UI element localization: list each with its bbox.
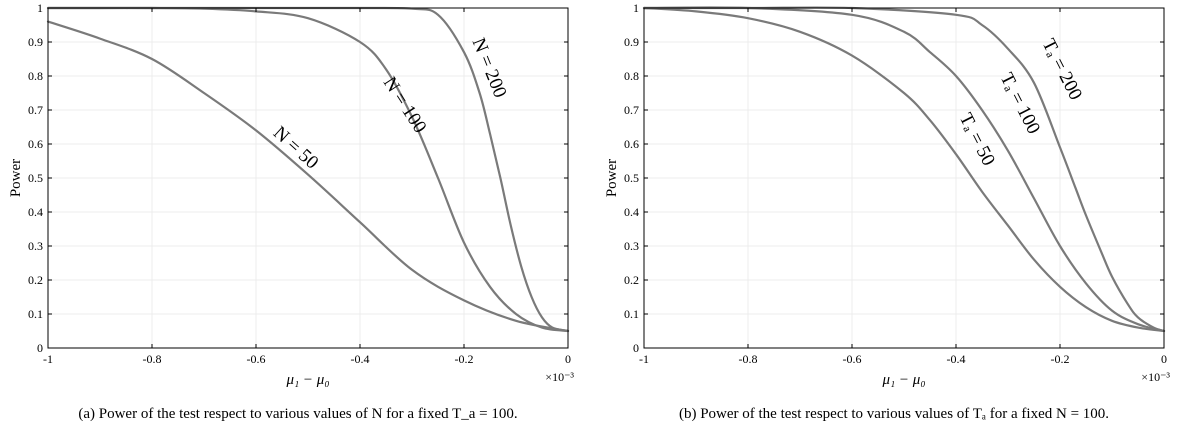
y-tick-label: 1 bbox=[37, 1, 43, 15]
series-line-1 bbox=[642, 6, 1166, 333]
series-label-2: N = 100 bbox=[379, 73, 431, 137]
x-tick-label: -0.8 bbox=[739, 352, 758, 366]
figure-caption: (b) Power of the test respect to various… bbox=[679, 406, 1109, 422]
y-tick-label: 0.7 bbox=[28, 103, 43, 117]
x-tick-label: -0.2 bbox=[1051, 352, 1070, 366]
y-tick-label: 0.8 bbox=[28, 69, 43, 83]
y-tick-label: 0.9 bbox=[28, 35, 43, 49]
y-tick-label: 0.5 bbox=[624, 171, 639, 185]
x-tick-label: -0.4 bbox=[947, 352, 966, 366]
x-tick-label: -0.8 bbox=[143, 352, 162, 366]
x-tick-label: -0.4 bbox=[351, 352, 370, 366]
y-tick-label: 0.2 bbox=[28, 273, 43, 287]
y-tick-label: 0.6 bbox=[624, 137, 639, 151]
x-axis-label: μ₁ − μ₀ bbox=[285, 372, 329, 388]
y-tick-label: 0.3 bbox=[624, 239, 639, 253]
series-line-2 bbox=[642, 6, 1166, 333]
x-tick-label: -1 bbox=[639, 352, 649, 366]
x-tick-label: -0.6 bbox=[843, 352, 862, 366]
x-tick-label: 0 bbox=[1161, 352, 1167, 366]
y-tick-label: 0.4 bbox=[28, 205, 43, 219]
x-axis-label: μ₁ − μ₀ bbox=[881, 372, 925, 388]
y-tick-label: 1 bbox=[633, 1, 639, 15]
y-tick-label: 0 bbox=[633, 341, 639, 355]
x-tick-label: -0.2 bbox=[455, 352, 474, 366]
y-tick-label: 0.2 bbox=[624, 273, 639, 287]
y-tick-label: 0.5 bbox=[28, 171, 43, 185]
y-tick-label: 0.3 bbox=[28, 239, 43, 253]
x-tick-label: -1 bbox=[43, 352, 53, 366]
x-tick-label: 0 bbox=[565, 352, 571, 366]
y-tick-label: 0.9 bbox=[624, 35, 639, 49]
y-tick-label: 0.4 bbox=[624, 205, 639, 219]
y-tick-label: 0.1 bbox=[624, 307, 639, 321]
series-label-2: Tₐ = 100 bbox=[996, 70, 1044, 138]
figure-caption: (a) Power of the test respect to various… bbox=[78, 406, 517, 422]
grid-lines bbox=[643, 7, 1165, 349]
y-tick-label: 0.7 bbox=[624, 103, 639, 117]
y-tick-label: 0.6 bbox=[28, 137, 43, 151]
series-label-3: Tₐ = 200 bbox=[1038, 36, 1086, 104]
x-tick-label: -0.6 bbox=[247, 352, 266, 366]
x-axis-multiplier: ×10⁻³ bbox=[545, 370, 574, 384]
y-axis-label: Power bbox=[604, 159, 620, 197]
y-tick-label: 0.8 bbox=[624, 69, 639, 83]
y-tick-label: 0 bbox=[37, 341, 43, 355]
x-axis-multiplier: ×10⁻³ bbox=[1141, 370, 1170, 384]
y-axis-label: Power bbox=[8, 159, 24, 197]
y-tick-label: 0.1 bbox=[28, 307, 43, 321]
series-label-3: N = 200 bbox=[468, 35, 511, 101]
series-line-1 bbox=[46, 20, 570, 333]
